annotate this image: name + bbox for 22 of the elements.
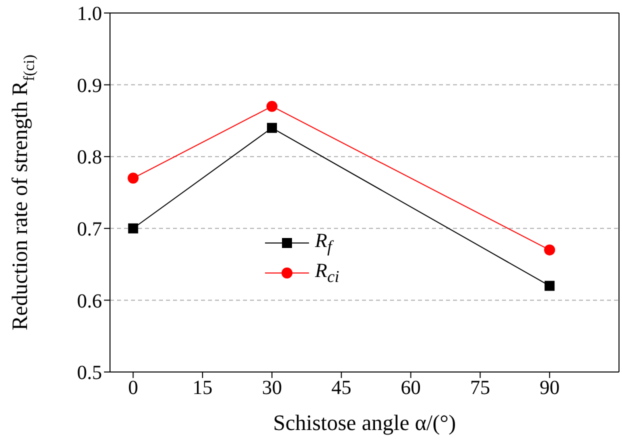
x-tick-label: 90 [540, 377, 560, 400]
legend-label: R$_{f}$ [315, 230, 332, 256]
y-tick-label: 0.8 [77, 146, 102, 169]
x-tick-label: 75 [470, 377, 490, 400]
point [544, 244, 556, 256]
point [266, 122, 277, 133]
x-tick-label: 15 [192, 377, 213, 400]
y-tick-label: 0.6 [77, 290, 102, 312]
point [128, 223, 138, 234]
point [128, 172, 139, 184]
legend-label: R$_{ci}$ [315, 260, 340, 286]
x-tick-label: 30 [262, 377, 282, 400]
y-tick-label: 1.0 [77, 3, 102, 26]
x-tick-label: 60 [400, 377, 421, 400]
point [266, 100, 278, 112]
x-tick-label: 0 [128, 377, 138, 400]
x-tick-label: 45 [331, 377, 352, 400]
y-tick-label: 0.9 [77, 74, 102, 97]
point [544, 280, 555, 291]
y-tick-label: 0.7 [77, 218, 102, 240]
x-axis-title: Schistose angle α/(°) [273, 410, 456, 435]
y-tick-label: 0.5 [77, 362, 102, 384]
